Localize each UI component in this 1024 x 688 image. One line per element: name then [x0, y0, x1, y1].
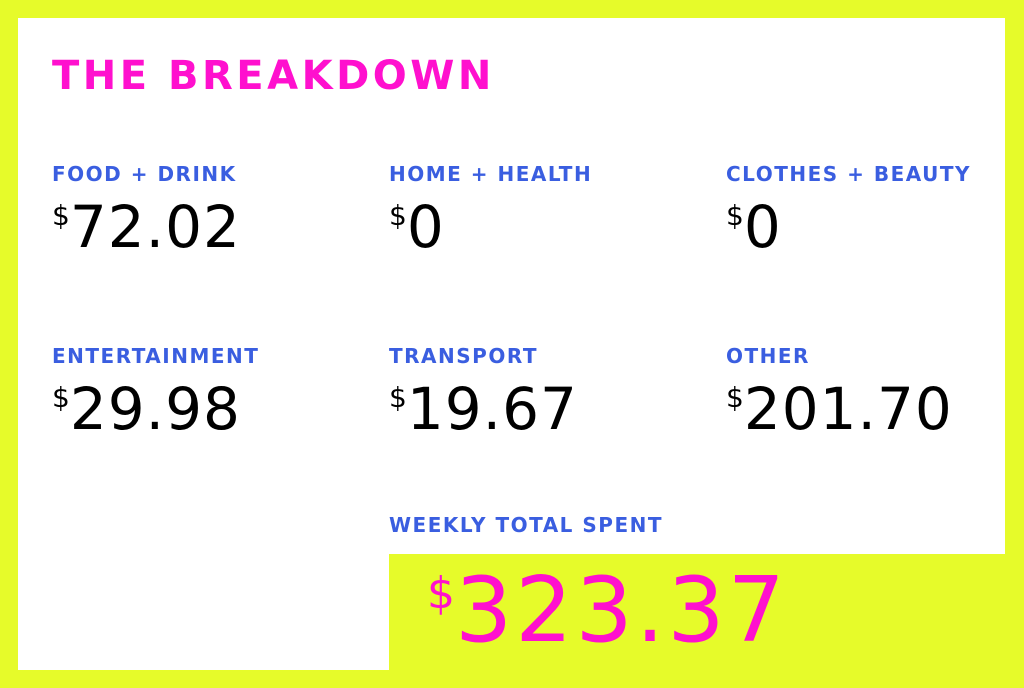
amount-value: 72.02	[69, 193, 241, 261]
category-label: HOME + HEALTH	[389, 162, 593, 186]
currency-symbol: $	[52, 381, 70, 414]
category-transport: TRANSPORT $19.67	[389, 346, 689, 438]
category-label: ENTERTAINMENT	[52, 344, 260, 368]
category-amount: $19.67	[389, 380, 689, 438]
category-home-health: HOME + HEALTH $0	[389, 164, 689, 256]
amount-value: 201.70	[743, 375, 953, 443]
category-amount: $0	[389, 198, 689, 256]
amount-value: 29.98	[69, 375, 241, 443]
category-label: OTHER	[726, 344, 810, 368]
category-food-drink: FOOD + DRINK $72.02	[52, 164, 352, 256]
amount-value: 0	[743, 193, 782, 261]
weekly-total-label: WEEKLY TOTAL SPENT	[389, 513, 663, 537]
currency-symbol: $	[389, 199, 407, 232]
currency-symbol: $	[427, 568, 455, 619]
weekly-total-amount: $323.37	[427, 566, 788, 656]
currency-symbol: $	[726, 381, 744, 414]
category-label: FOOD + DRINK	[52, 162, 237, 186]
currency-symbol: $	[726, 199, 744, 232]
category-label: CLOTHES + BEAUTY	[726, 162, 971, 186]
total-panel	[389, 554, 1024, 688]
category-amount: $0	[726, 198, 1024, 256]
total-value: 323.37	[455, 558, 788, 663]
amount-value: 19.67	[406, 375, 578, 443]
page-title: THE BREAKDOWN	[52, 53, 495, 99]
category-label: TRANSPORT	[389, 344, 538, 368]
category-amount: $201.70	[726, 380, 1024, 438]
currency-symbol: $	[52, 199, 70, 232]
category-amount: $72.02	[52, 198, 352, 256]
currency-symbol: $	[389, 381, 407, 414]
amount-value: 0	[406, 193, 445, 261]
category-entertainment: ENTERTAINMENT $29.98	[52, 346, 352, 438]
category-other: OTHER $201.70	[726, 346, 1024, 438]
category-amount: $29.98	[52, 380, 352, 438]
category-clothes-beauty: CLOTHES + BEAUTY $0	[726, 164, 1024, 256]
